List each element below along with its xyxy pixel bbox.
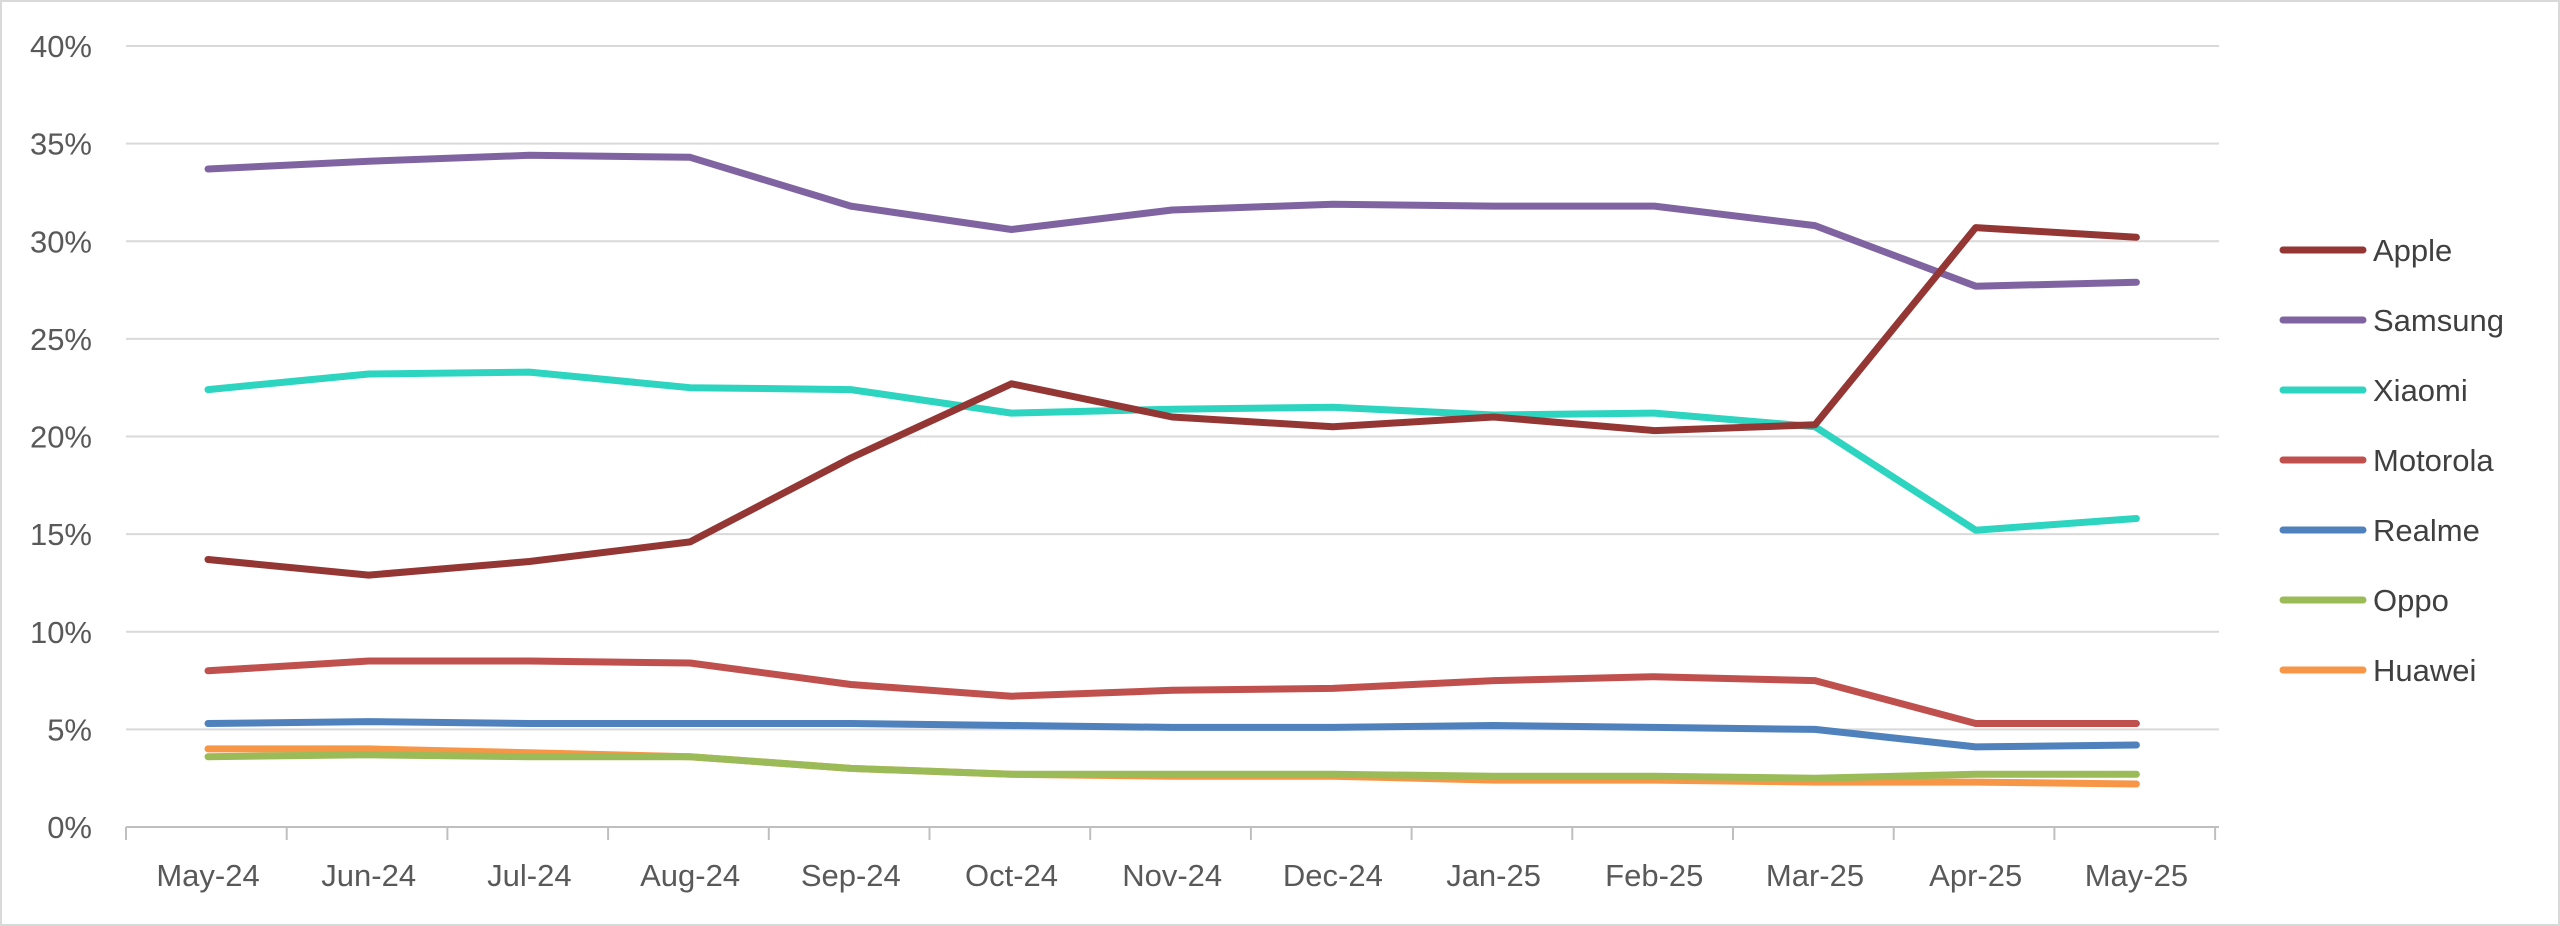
legend-label-oppo: Oppo	[2373, 583, 2449, 618]
y-tick-label: 25%	[30, 322, 92, 357]
x-axis-tick-labels: May-24 Jun-24 Jul-24 Aug-24 Sep-24 Oct-24 Nov-…	[156, 858, 2188, 893]
y-tick-label: 35%	[30, 127, 92, 162]
x-tick-label: Jan-25	[1446, 858, 1541, 893]
series-lines	[204, 151, 2140, 788]
series-line-xiaomi	[204, 368, 2140, 534]
x-axis	[125, 826, 2219, 840]
legend-label-realme: Realme	[2373, 513, 2480, 548]
series-line-samsung	[204, 151, 2140, 290]
x-tick-label: Jul-24	[487, 858, 571, 893]
y-tick-label: 30%	[30, 224, 92, 259]
series-line-oppo	[204, 751, 2140, 782]
x-tick-label: May-25	[2085, 858, 2188, 893]
y-tick-label: 40%	[30, 29, 92, 64]
legend-label-apple: Apple	[2373, 233, 2452, 268]
x-tick-label: Oct-24	[965, 858, 1058, 893]
y-tick-label: 5%	[47, 712, 92, 747]
gridlines	[126, 45, 2219, 731]
y-tick-label: 15%	[30, 517, 92, 552]
x-tick-label: May-24	[156, 858, 259, 893]
y-tick-label: 0%	[47, 810, 92, 845]
x-tick-label: Sep-24	[801, 858, 901, 893]
y-axis-tick-labels: 0% 5% 10% 15% 20% 25% 30% 35% 40%	[30, 29, 92, 845]
series-line-motorola	[204, 657, 2140, 727]
x-tick-label: Aug-24	[640, 858, 740, 893]
y-tick-label: 20%	[30, 420, 92, 455]
x-tick-label: Jun-24	[321, 858, 416, 893]
legend: Apple Samsung Xiaomi Motorola Realme Oppo Huaw…	[2279, 233, 2504, 688]
legend-label-samsung: Samsung	[2373, 303, 2504, 338]
x-tick-label: Mar-25	[1766, 858, 1864, 893]
series-line-apple	[204, 224, 2140, 579]
x-tick-label: Dec-24	[1283, 858, 1383, 893]
x-tick-label: Nov-24	[1122, 858, 1222, 893]
legend-label-xiaomi: Xiaomi	[2373, 373, 2468, 408]
legend-label-motorola: Motorola	[2373, 443, 2494, 478]
y-tick-label: 10%	[30, 615, 92, 650]
series-line-realme	[204, 718, 2140, 751]
x-tick-label: Feb-25	[1605, 858, 1703, 893]
legend-label-huawei: Huawei	[2373, 653, 2476, 688]
x-tick-label: Apr-25	[1929, 858, 2022, 893]
